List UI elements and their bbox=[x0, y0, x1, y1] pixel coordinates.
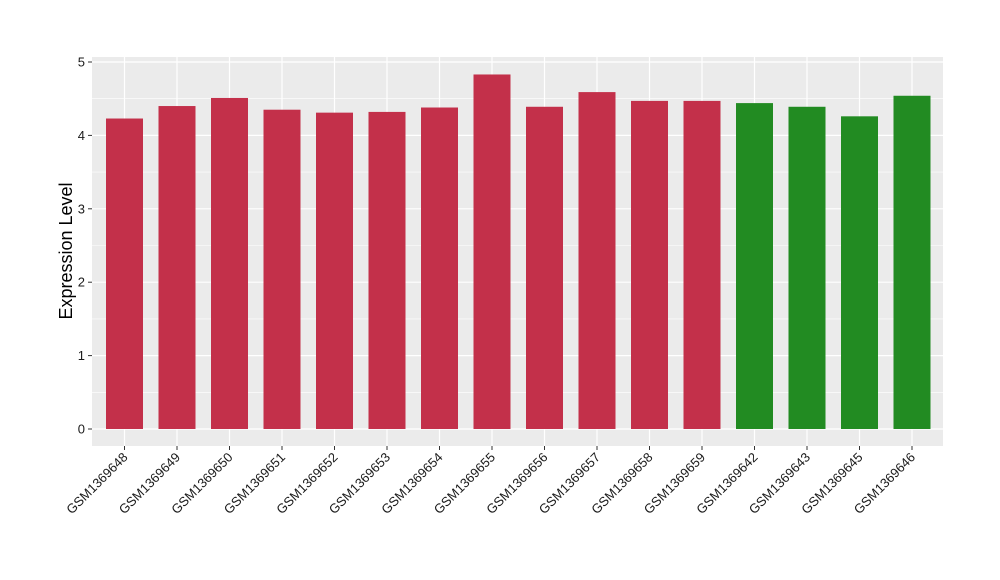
bar-GSM1369648 bbox=[106, 118, 143, 429]
bar-GSM1369650 bbox=[211, 97, 248, 429]
bar-GSM1369651 bbox=[263, 109, 301, 430]
y-tick-label: 4 bbox=[78, 128, 85, 143]
bar-GSM1369659 bbox=[683, 100, 721, 429]
bar-GSM1369642 bbox=[736, 103, 773, 429]
bar-GSM1369657 bbox=[578, 92, 616, 430]
y-tick-label: 2 bbox=[78, 275, 85, 290]
bar-GSM1369643 bbox=[788, 106, 826, 430]
bar-GSM1369656 bbox=[526, 106, 563, 430]
y-tick-label: 0 bbox=[78, 422, 85, 437]
y-axis-title: Expression Level bbox=[56, 182, 76, 319]
bar-GSM1369649 bbox=[158, 106, 196, 429]
bar-GSM1369645 bbox=[841, 116, 878, 429]
bar-GSM1369646 bbox=[893, 95, 931, 429]
y-tick-label: 1 bbox=[78, 348, 85, 363]
y-tick-label: 3 bbox=[78, 201, 85, 216]
y-tick-label: 5 bbox=[78, 55, 85, 70]
bar-GSM1369654 bbox=[421, 107, 458, 430]
y-axis: 0 1 2 3 4 5 bbox=[78, 55, 92, 437]
bar-GSM1369652 bbox=[316, 112, 353, 430]
bar-GSM1369653 bbox=[368, 111, 406, 430]
x-axis: GSM1369648GSM1369649GSM1369650GSM1369651… bbox=[63, 446, 918, 517]
bar-GSM1369658 bbox=[631, 100, 668, 429]
bars bbox=[106, 74, 931, 430]
bar-GSM1369655 bbox=[473, 74, 511, 429]
